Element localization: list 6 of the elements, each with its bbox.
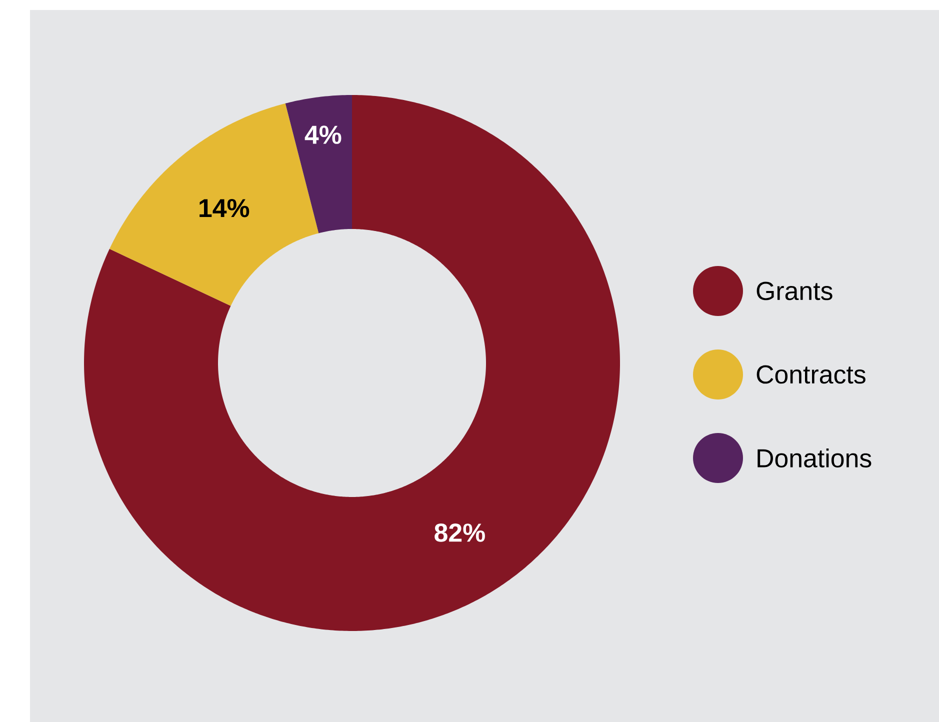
legend-label: Contracts	[756, 365, 866, 384]
data-label: 82%	[434, 524, 485, 542]
data-label: 14%	[200, 198, 250, 218]
legend-label: Donations	[758, 448, 872, 468]
data-label: 4%	[304, 126, 342, 144]
legend-label: Grants	[756, 282, 832, 300]
